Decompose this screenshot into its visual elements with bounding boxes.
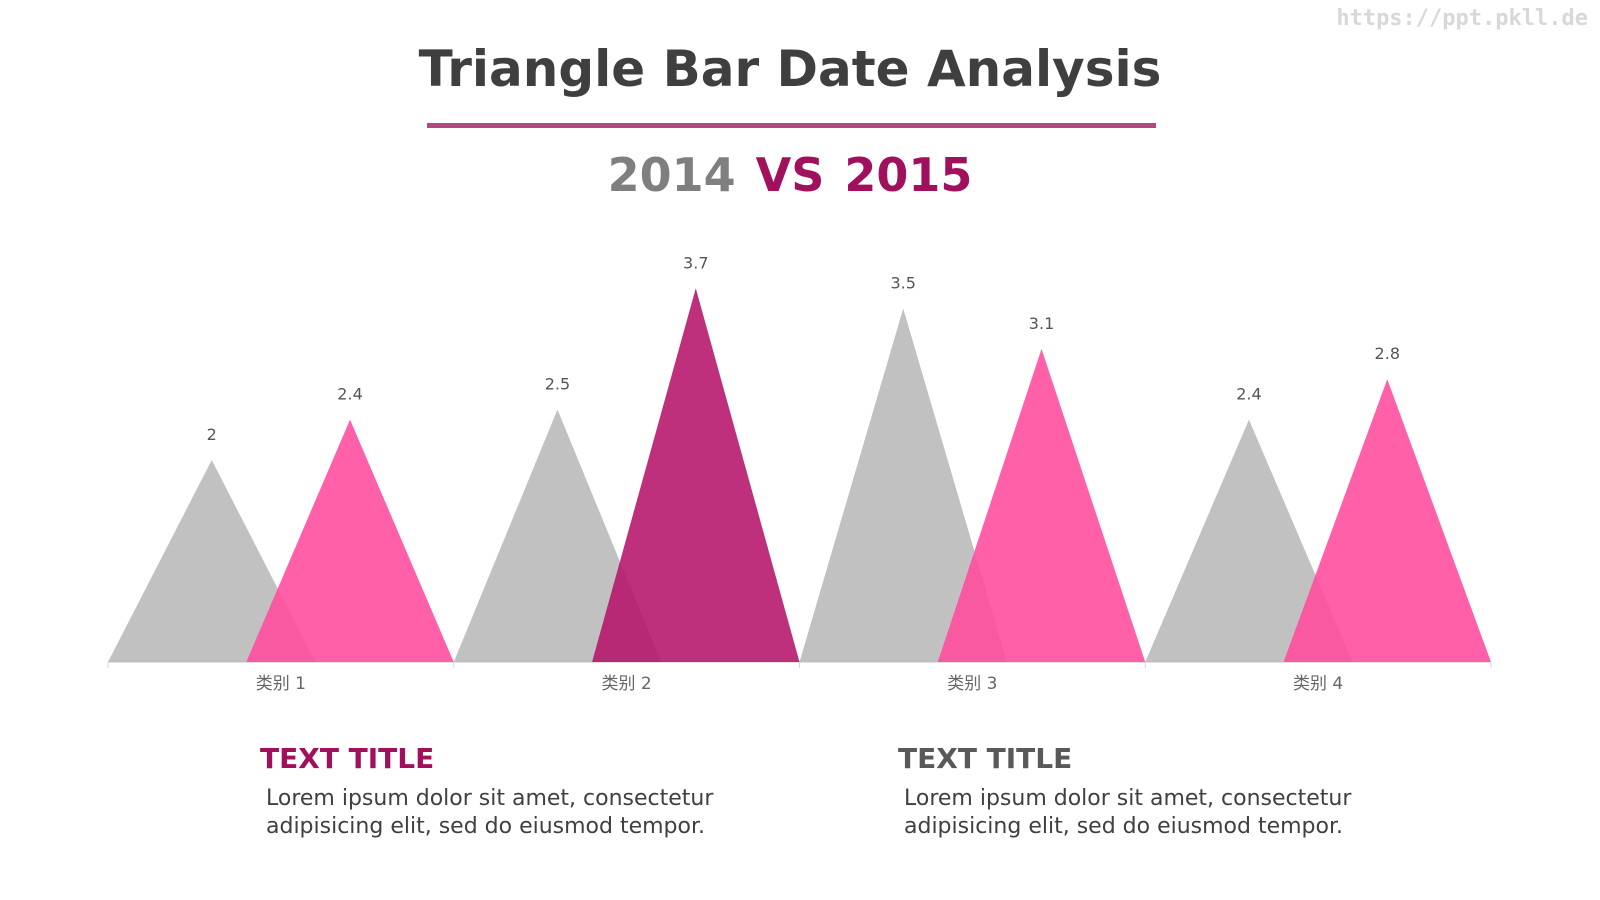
series-name: 2014 [607, 148, 736, 202]
value-label: 2.4 [1236, 385, 1261, 404]
block-body: Lorem ipsum dolor sit amet, consectetur … [266, 786, 714, 839]
triangle-bar [453, 409, 662, 662]
value-label: 3.5 [890, 274, 915, 293]
triangle-bar [592, 288, 800, 662]
block-title: TEXT TITLE [260, 742, 435, 775]
x-tick-label: 类别 2 [602, 674, 652, 694]
triangle-bar [937, 348, 1146, 662]
separator: VS [755, 148, 825, 202]
x-tick-label: 类别 3 [947, 674, 997, 694]
triangle-bar [108, 460, 316, 662]
value-label: 3.7 [683, 253, 708, 272]
title: Triangle Bar Date Analysis [418, 40, 1162, 98]
subtitle: 2014 VS 2015 [0, 148, 1580, 202]
x-tick-label: 类别 4 [1293, 674, 1343, 694]
triangle-bar [799, 308, 1007, 662]
value-label: 2 [207, 425, 217, 444]
block-title: TEXT TITLE [898, 742, 1073, 775]
value-label: 2.4 [337, 385, 362, 404]
value-label: 2.5 [545, 375, 570, 394]
series-name: 2015 [844, 148, 973, 202]
triangle-bar [1283, 379, 1491, 662]
value-label: 2.8 [1375, 344, 1400, 363]
text-block: TEXT TITLE Lorem ipsum dolor sit amet, c… [260, 742, 740, 841]
triangle-bar [246, 419, 454, 662]
title-rule [427, 123, 1156, 128]
text-block: TEXT TITLE Lorem ipsum dolor sit amet, c… [898, 742, 1378, 841]
value-label: 3.1 [1029, 314, 1054, 333]
watermark: https://ppt.pkll.de [1336, 6, 1588, 31]
x-tick-label: 类别 1 [256, 674, 306, 694]
block-body: Lorem ipsum dolor sit amet, consectetur … [904, 786, 1352, 839]
triangle-bar [1145, 419, 1353, 662]
